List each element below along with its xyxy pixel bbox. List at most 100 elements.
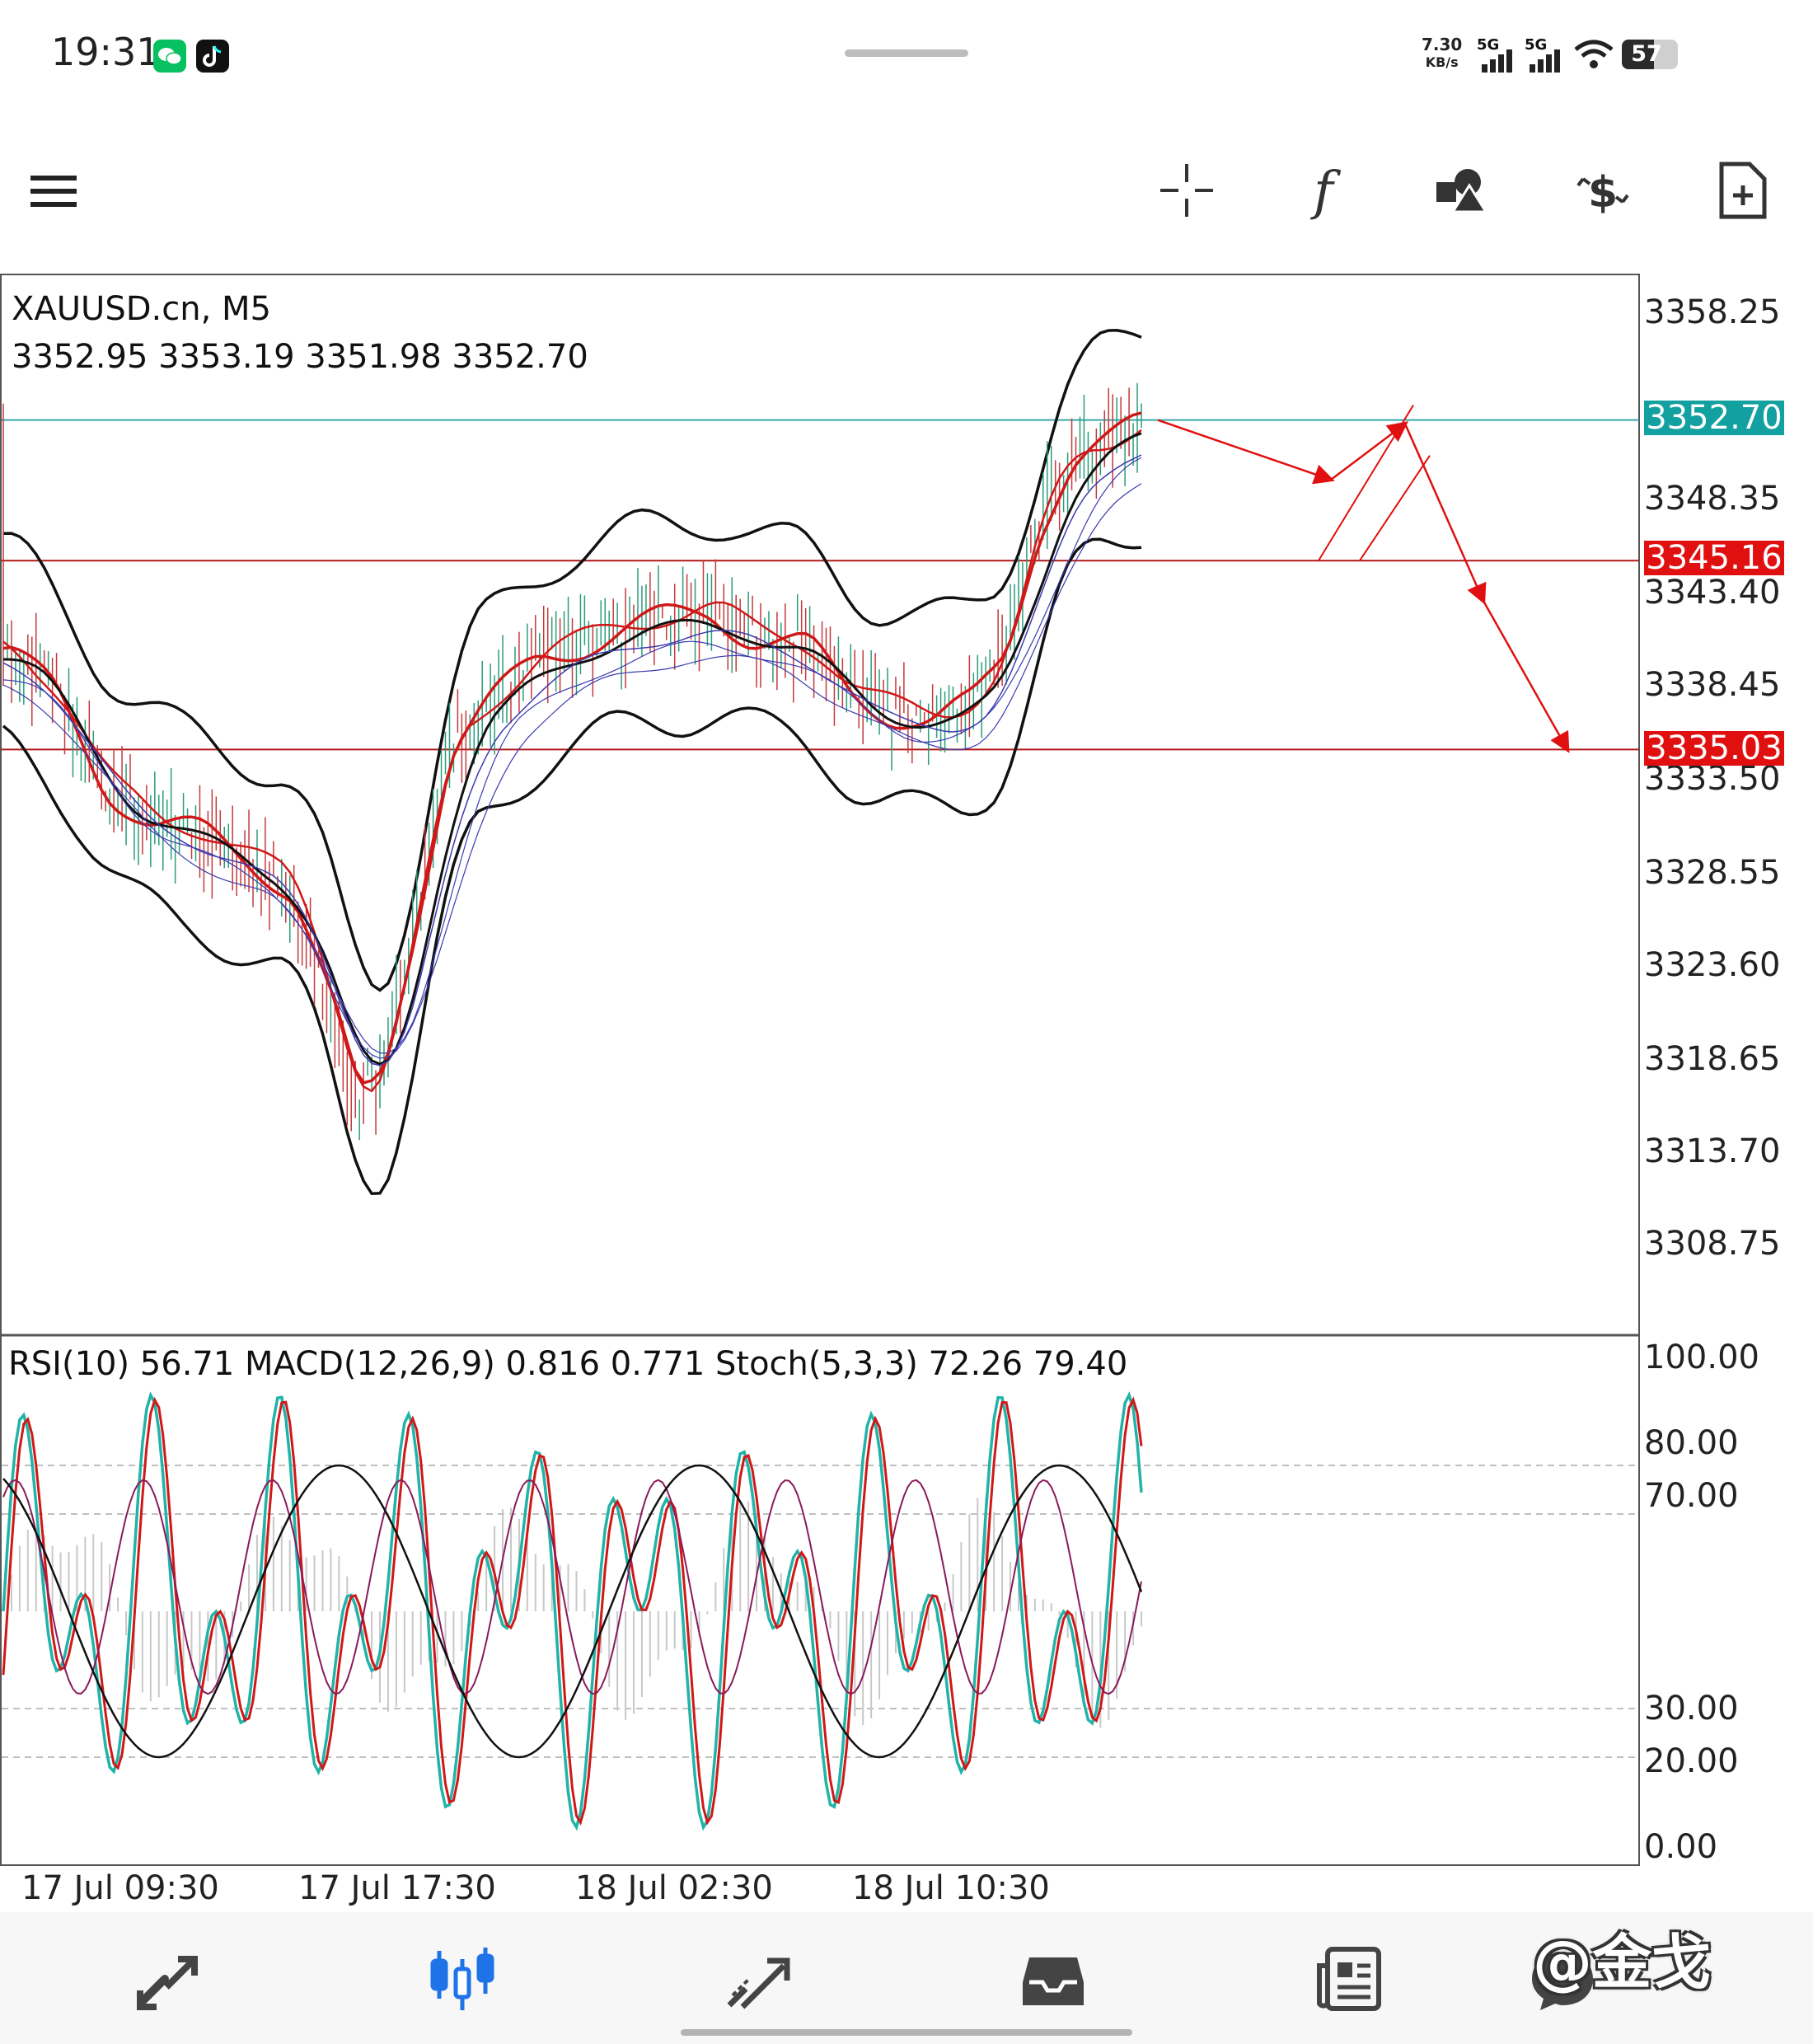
- upper-band: [2, 329, 1142, 992]
- projection-arrow: [1359, 455, 1431, 561]
- price-axis-label: 3328.55: [1644, 854, 1781, 892]
- moving-average-line: [2, 432, 1142, 1066]
- network-speed-unit: KB/s: [1425, 54, 1459, 70]
- projection-arrow: [1157, 419, 1335, 485]
- menu-button[interactable]: [16, 153, 91, 227]
- price-axis-label: 3348.35: [1644, 480, 1781, 518]
- network-speed: 7.30 KB/s: [1422, 36, 1462, 71]
- price-levels: [2, 419, 1639, 751]
- chart-frame: [0, 274, 1640, 1866]
- level-price-value: 3345.16: [1646, 539, 1783, 577]
- news-icon: [1317, 1947, 1381, 2011]
- oscillator-levels: [2, 1465, 1639, 1758]
- level-price-value: 3335.03: [1646, 729, 1783, 767]
- nav-chart[interactable]: [422, 1937, 504, 2019]
- indicators-button[interactable]: f: [1290, 153, 1364, 227]
- nav-trade[interactable]: [717, 1937, 799, 2019]
- oscillator-lines: [2, 1391, 1143, 1831]
- battery-icon: 57: [1622, 40, 1678, 69]
- signal-5g-icon: 5G: [1477, 36, 1516, 73]
- price-axis-label: 3338.45: [1644, 666, 1781, 704]
- indicator-axis-label: 20.00: [1644, 1742, 1739, 1780]
- nav-messages[interactable]: [1521, 1937, 1604, 2019]
- wifi-icon: [1572, 38, 1615, 74]
- battery-percent: 57: [1631, 41, 1662, 67]
- candles: [2, 382, 1142, 1141]
- new-document-icon: [1719, 162, 1767, 219]
- function-icon: f: [1310, 161, 1342, 222]
- battery-fill: [1622, 40, 1654, 69]
- signal-5g-icon: 5G: [1525, 36, 1564, 73]
- wechat-icon: [153, 40, 186, 73]
- indicator-label: RSI(10) 56.71 MACD(12,26,9) 0.816 0.771 …: [8, 1345, 1128, 1383]
- indicator-axis-label: 70.00: [1644, 1477, 1739, 1515]
- macd-line: [2, 1464, 1143, 1759]
- level-price-tag: 3345.16: [1644, 541, 1784, 575]
- lower-band: [2, 537, 1142, 1195]
- nav-quotes[interactable]: [128, 1937, 210, 2019]
- stochastic-signal-line: [2, 1396, 1143, 1826]
- status-time: 19:31: [51, 30, 161, 74]
- time-axis-label: 18 Jul 02:30: [575, 1869, 773, 1907]
- level-price-tag: 3335.03: [1644, 731, 1784, 766]
- signal-label: 5G: [1525, 36, 1548, 54]
- bollinger-bands: [2, 329, 1142, 1195]
- projection-arrow: [1330, 421, 1408, 481]
- svg-text:f: f: [1310, 161, 1342, 222]
- time-axis-label: 17 Jul 09:30: [21, 1869, 219, 1907]
- signal-label: 5G: [1477, 36, 1500, 54]
- current-price-value: 3352.70: [1646, 399, 1783, 437]
- messages-icon: [1532, 1953, 1593, 2010]
- price-axis-label: 3343.40: [1644, 574, 1781, 612]
- moving-average-line: [2, 454, 1142, 1067]
- bottom-navigation: [0, 1912, 1813, 2044]
- price-axis-label: 3333.50: [1644, 760, 1781, 798]
- trade-button[interactable]: $: [1566, 153, 1640, 227]
- projection-arrow: [1403, 423, 1487, 605]
- time-axis-label: 17 Jul 17:30: [298, 1869, 496, 1907]
- moving-average-line: [2, 457, 1142, 1054]
- shapes-icon: [1436, 169, 1488, 213]
- network-speed-value: 7.30: [1422, 35, 1463, 54]
- symbol-label: XAUUSD.cn, M5: [12, 290, 271, 328]
- projection-arrows: [1157, 405, 1570, 753]
- nav-news[interactable]: [1309, 1937, 1391, 2019]
- tiktok-icon: [196, 40, 229, 73]
- moving-average-line: [2, 483, 1142, 1059]
- price-axis-label: 3358.25: [1644, 293, 1781, 331]
- rsi-line: [2, 1479, 1142, 1695]
- watermark: @金戈: [1533, 1928, 1712, 1997]
- svg-text:$: $: [1588, 168, 1618, 218]
- time-axis-label: 18 Jul 10:30: [852, 1869, 1050, 1907]
- chart-icon: [430, 1948, 494, 2010]
- trade-icon: [727, 1957, 790, 2009]
- indicator-axis-label: 0.00: [1644, 1828, 1718, 1866]
- indicator-axis-label: 80.00: [1644, 1424, 1739, 1462]
- home-indicator: [681, 2029, 1132, 2036]
- moving-average-line: [2, 429, 1142, 1093]
- new-order-button[interactable]: [1706, 153, 1780, 227]
- ohlc-label: 3352.95 3353.19 3351.98 3352.70: [12, 338, 588, 376]
- objects-button[interactable]: [1426, 153, 1500, 227]
- moving-averages: [2, 411, 1142, 1093]
- dollar-trade-icon: $: [1576, 168, 1629, 218]
- indicator-axis-label: 100.00: [1644, 1338, 1759, 1376]
- crosshair-icon: [1160, 164, 1213, 217]
- indicator-axis-label: 30.00: [1644, 1690, 1739, 1728]
- price-axis-label: 3323.60: [1644, 946, 1781, 984]
- stochastic-main-line: [2, 1391, 1143, 1831]
- projection-arrow: [1318, 405, 1414, 561]
- projection-arrow: [1482, 600, 1570, 753]
- price-chart[interactable]: [0, 272, 1813, 1912]
- quotes-icon: [137, 1956, 198, 2010]
- crosshair-button[interactable]: [1150, 153, 1224, 227]
- menu-icon: [30, 176, 77, 207]
- moving-average-line: [2, 411, 1142, 1085]
- current-price-tag: 3352.70: [1644, 401, 1784, 435]
- price-axis-label: 3313.70: [1644, 1132, 1781, 1170]
- history-icon: [1023, 1957, 1084, 2005]
- price-axis-label: 3308.75: [1644, 1225, 1781, 1263]
- drag-handle[interactable]: [845, 49, 968, 57]
- nav-history[interactable]: [1012, 1937, 1094, 2019]
- price-axis-label: 3318.65: [1644, 1040, 1781, 1078]
